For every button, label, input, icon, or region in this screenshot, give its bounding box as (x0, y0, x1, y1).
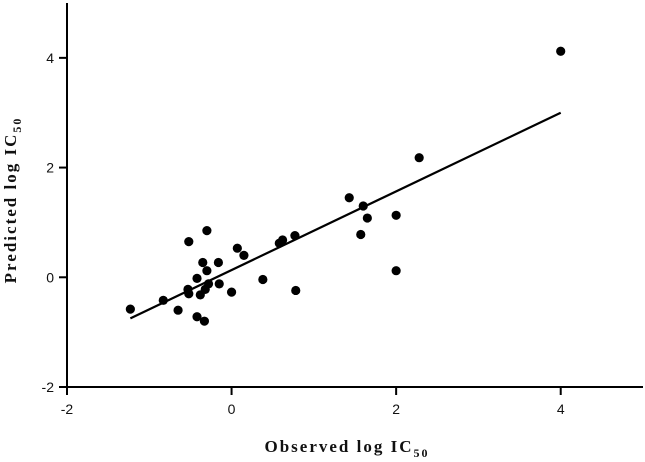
data-point (202, 226, 212, 236)
y-tick-label: 0 (46, 269, 54, 285)
data-point (239, 250, 249, 260)
axes (66, 3, 643, 388)
data-point (226, 287, 237, 297)
regression-line (129, 111, 562, 320)
data-points (125, 46, 566, 326)
x-tick-label: 2 (392, 401, 400, 417)
data-point (290, 230, 300, 241)
x-axis-title-subscript: 50 (414, 446, 430, 460)
y-tick-label: 4 (46, 50, 54, 66)
data-point (184, 237, 194, 247)
x-tick-label: 0 (228, 401, 236, 417)
data-point (125, 304, 135, 314)
y-tick-label: -2 (42, 379, 55, 395)
data-point (556, 46, 566, 56)
data-point (202, 266, 212, 276)
data-point (414, 153, 424, 163)
data-point (213, 257, 224, 268)
y-axis-title-main: Predicted log IC (1, 133, 20, 284)
data-point (184, 289, 194, 299)
x-axis-title: Observed log IC50 (265, 437, 430, 460)
ticks: -2 0 2 4 -2 0 2 4 (42, 50, 565, 417)
y-axis-title: Predicted log IC50 (1, 117, 24, 284)
data-point (203, 279, 214, 289)
data-point (232, 243, 242, 253)
data-point (173, 305, 183, 315)
data-point (356, 229, 366, 240)
data-point (192, 312, 202, 322)
x-tick-label: 4 (557, 401, 565, 417)
data-point (258, 274, 268, 285)
data-point (344, 193, 354, 203)
data-point (291, 285, 301, 296)
regression-line-group (129, 111, 562, 320)
data-point (362, 213, 372, 223)
data-point (158, 295, 168, 305)
data-point (391, 266, 401, 276)
data-point (277, 235, 288, 245)
y-tick-label: 2 (46, 160, 54, 176)
data-point (358, 201, 368, 211)
y-axis-title-subscript: 50 (10, 117, 24, 133)
data-point (198, 257, 208, 268)
data-point (214, 279, 224, 289)
data-point (199, 316, 210, 326)
x-tick-label: -2 (61, 401, 74, 417)
data-point (391, 210, 401, 220)
data-point (192, 273, 202, 283)
x-axis-title-main: Observed log IC (265, 437, 414, 456)
